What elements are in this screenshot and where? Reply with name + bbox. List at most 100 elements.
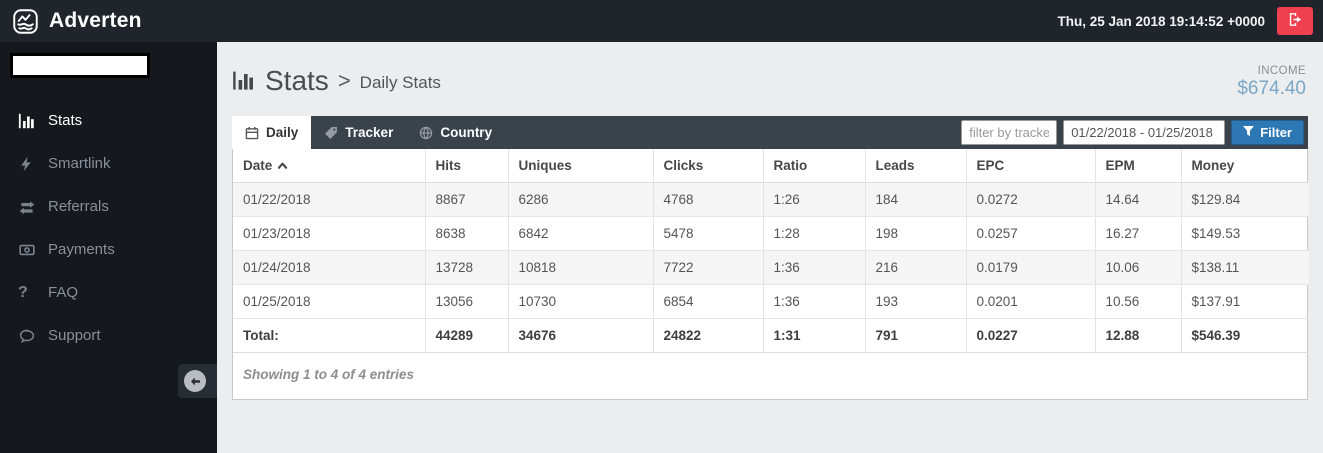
money-bill-icon: [18, 242, 48, 258]
cell-ratio: 1:36: [763, 284, 866, 319]
cell-leads: 184: [865, 182, 967, 217]
income-value: $674.40: [1237, 78, 1306, 99]
arrow-left-icon: [184, 370, 206, 392]
total-epc: 0.0227: [966, 318, 1096, 353]
page-title: Daily Stats: [359, 73, 441, 92]
date-range-input[interactable]: [1063, 120, 1226, 145]
redacted-username: [10, 53, 150, 78]
breadcrumb-section: Stats: [265, 65, 329, 96]
column-header-clicks[interactable]: Clicks: [653, 149, 764, 183]
sidebar: Stats Smartlink Referrals: [0, 42, 217, 453]
calendar-icon: [245, 126, 259, 140]
tag-icon: [324, 126, 338, 140]
sidebar-item-label: Stats: [48, 112, 83, 129]
column-header-uniques[interactable]: Uniques: [508, 149, 654, 183]
stats-table-panel: Date Hits Uniques Clicks Ratio Leads EPC…: [232, 149, 1309, 400]
cell-date: 01/24/2018: [233, 250, 426, 285]
funnel-icon: [1243, 125, 1255, 140]
lightning-icon: [18, 155, 48, 173]
cell-clicks: 5478: [653, 216, 764, 251]
total-label: Total:: [233, 318, 426, 353]
cell-money: $137.91: [1181, 284, 1309, 319]
cell-date: 01/22/2018: [233, 182, 426, 217]
cell-leads: 216: [865, 250, 967, 285]
cell-epc: 0.0257: [966, 216, 1096, 251]
adverten-logo-icon: [12, 8, 39, 35]
cell-ratio: 1:36: [763, 250, 866, 285]
daily-stats-table: Date Hits Uniques Clicks Ratio Leads EPC…: [233, 149, 1309, 353]
table-row: 01/22/2018 8867 6286 4768 1:26 184 0.027…: [233, 182, 1309, 217]
brand-name: Adverten: [49, 9, 142, 32]
table-total-row: Total: 44289 34676 24822 1:31 791 0.0227…: [233, 318, 1309, 353]
cell-ratio: 1:26: [763, 182, 866, 217]
income-label: INCOME: [1257, 65, 1306, 77]
table-row: 01/25/2018 13056 10730 6854 1:36 193 0.0…: [233, 284, 1309, 319]
cell-money: $149.53: [1181, 216, 1309, 251]
tab-label: Daily: [266, 125, 299, 140]
sidebar-item-stats[interactable]: Stats: [0, 99, 217, 142]
sidebar-item-faq[interactable]: ? FAQ: [0, 271, 217, 314]
top-bar: Adverten Thu, 25 Jan 2018 19:14:52 +0000: [0, 0, 1323, 42]
stats-card: Daily Tracker Country: [232, 116, 1309, 400]
tracker-filter-input[interactable]: [961, 120, 1058, 145]
tab-label: Tracker: [345, 125, 394, 140]
cell-epc: 0.0201: [966, 284, 1096, 319]
cell-date: 01/25/2018: [233, 284, 426, 319]
column-header-epc[interactable]: EPC: [966, 149, 1096, 183]
cell-epm: 10.06: [1095, 250, 1182, 285]
column-header-date[interactable]: Date: [233, 149, 426, 183]
entries-summary: Showing 1 to 4 of 4 entries: [243, 367, 415, 382]
sidebar-item-payments[interactable]: Payments: [0, 228, 217, 271]
cell-uniques: 6286: [508, 182, 654, 217]
cell-hits: 13056: [425, 284, 509, 319]
exchange-arrows-icon: [18, 199, 48, 215]
breadcrumb-separator: >: [337, 68, 351, 93]
column-header-ratio[interactable]: Ratio: [763, 149, 866, 183]
cell-clicks: 4768: [653, 182, 764, 217]
cell-date: 01/23/2018: [233, 216, 426, 251]
question-mark-icon: ?: [18, 283, 28, 301]
current-datetime: Thu, 25 Jan 2018 19:14:52 +0000: [1057, 13, 1265, 29]
cell-epm: 10.56: [1095, 284, 1182, 319]
breadcrumb: Stats > Daily Stats: [232, 65, 441, 97]
table-row: 01/24/2018 13728 10818 7722 1:36 216 0.0…: [233, 250, 1309, 285]
sidebar-item-label: Payments: [48, 241, 115, 258]
cell-ratio: 1:28: [763, 216, 866, 251]
globe-icon: [419, 126, 433, 140]
total-hits: 44289: [425, 318, 509, 353]
tab-label: Country: [440, 125, 493, 140]
tab-tracker[interactable]: Tracker: [311, 116, 406, 149]
sort-asc-icon: [277, 158, 288, 173]
tab-country[interactable]: Country: [406, 116, 505, 149]
column-header-epm[interactable]: EPM: [1095, 149, 1182, 183]
cell-money: $138.11: [1181, 250, 1309, 285]
sidebar-item-label: Smartlink: [48, 155, 111, 172]
tab-daily[interactable]: Daily: [232, 116, 312, 149]
main-content: Stats > Daily Stats INCOME $674.40 Daily: [217, 42, 1323, 453]
total-money: $546.39: [1181, 318, 1309, 353]
income-widget: INCOME $674.40: [1237, 65, 1308, 100]
cell-uniques: 10730: [508, 284, 654, 319]
filter-button-label: Filter: [1260, 125, 1292, 140]
cell-hits: 8867: [425, 182, 509, 217]
logout-icon: [1287, 11, 1304, 31]
total-uniques: 34676: [508, 318, 654, 353]
column-header-leads[interactable]: Leads: [865, 149, 967, 183]
cell-uniques: 10818: [508, 250, 654, 285]
bar-chart-icon: [18, 112, 48, 130]
column-header-hits[interactable]: Hits: [425, 149, 509, 183]
cell-leads: 198: [865, 216, 967, 251]
table-row: 01/23/2018 8638 6842 5478 1:28 198 0.025…: [233, 216, 1309, 251]
filter-button[interactable]: Filter: [1231, 120, 1304, 145]
sidebar-collapse-button[interactable]: [178, 364, 217, 398]
cell-money: $129.84: [1181, 182, 1309, 217]
filter-controls: Filter: [961, 116, 1308, 149]
speech-bubble-icon: [18, 328, 48, 344]
column-header-money[interactable]: Money: [1181, 149, 1309, 183]
sidebar-item-smartlink[interactable]: Smartlink: [0, 142, 217, 185]
cell-epm: 14.64: [1095, 182, 1182, 217]
sidebar-item-referrals[interactable]: Referrals: [0, 185, 217, 228]
sidebar-item-support[interactable]: Support: [0, 314, 217, 357]
logout-button[interactable]: [1277, 7, 1313, 35]
sidebar-item-label: Referrals: [48, 198, 109, 215]
